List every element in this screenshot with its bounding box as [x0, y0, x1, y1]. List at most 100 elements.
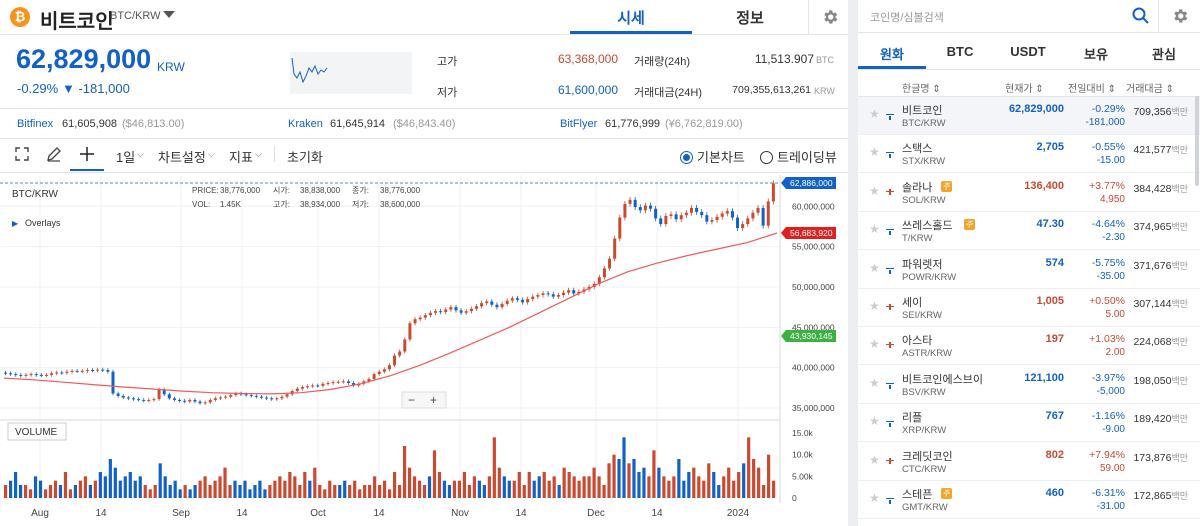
- market-row[interactable]: ★ 크레딧코인 CTC/KRW 802 +7.94% 59.00 173,876백만: [858, 443, 1200, 481]
- coin-change-rate: -5.75%: [1091, 256, 1125, 269]
- volume-bar: [727, 467, 731, 498]
- favorite-star-icon[interactable]: ★: [869, 299, 880, 313]
- settings-gear-icon[interactable]: [821, 8, 839, 26]
- interval-select[interactable]: 1일: [116, 150, 136, 165]
- scrollbar[interactable]: [1195, 96, 1199, 186]
- tab-info[interactable]: 정보: [736, 10, 764, 27]
- coin-price: 1,005: [1036, 295, 1064, 307]
- ohlc-open: 38,838,000: [300, 186, 341, 195]
- tab-quote[interactable]: 시세: [617, 10, 645, 27]
- market-row[interactable]: ★ 비트코인 BTC/KRW 62,829,000 -0.29% -181,000 709,…: [858, 97, 1200, 135]
- current-price: 62,829,000: [16, 44, 152, 74]
- trade-amount-unit: KRW: [814, 86, 835, 96]
- candle-body: [29, 374, 33, 376]
- chart-settings-menu[interactable]: 차트설정: [158, 150, 206, 165]
- favorite-star-icon[interactable]: ★: [869, 260, 880, 275]
- price-badge-bg: [781, 227, 836, 240]
- header-price[interactable]: 현재가 ⇕: [1005, 84, 1044, 95]
- favorite-star-icon[interactable]: ★: [869, 491, 880, 505]
- candle-body: [331, 382, 335, 384]
- market-row[interactable]: ★ 스택스 STX/KRW 2,705 -0.55% -15.00 421,577백만: [858, 135, 1200, 174]
- volume-bar: [353, 480, 357, 498]
- header-name[interactable]: 한글명 ⇕: [902, 84, 941, 95]
- exchange-name: BitFlyer: [560, 118, 598, 130]
- volume-bar: [772, 480, 776, 498]
- tab-usdt[interactable]: USDT: [1010, 44, 1046, 59]
- coin-change-rate: -1.16%: [1091, 410, 1125, 423]
- candle-body: [741, 224, 745, 229]
- candle-body: [316, 385, 320, 387]
- coin-dropdown-icon[interactable]: [163, 11, 175, 18]
- volume-bar: [328, 480, 332, 498]
- volume-bar: [532, 480, 536, 498]
- header-volume[interactable]: 거래대금 ⇕: [1126, 84, 1174, 95]
- market-row[interactable]: ★ 세이 SEI/KRW 1,005 +0.50% 5.00 307,144백만: [858, 289, 1200, 327]
- search-icon[interactable]: [1132, 7, 1149, 24]
- market-row[interactable]: ★ 파워렛저 POWR/KRW 574 -5.75% -35.00 371,676백만: [858, 251, 1200, 289]
- volume-bar: [702, 480, 706, 498]
- candle-body: [311, 385, 315, 387]
- favorite-star-icon[interactable]: ★: [869, 183, 880, 198]
- favorite-star-icon[interactable]: ★: [869, 452, 880, 467]
- volume-bar: [43, 489, 48, 498]
- tab-holdings[interactable]: 보유: [1084, 47, 1108, 62]
- volume-bar: [672, 476, 676, 498]
- market-row[interactable]: ★ 솔라나 주 SOL/KRW 136,400 +3.77% 4,950 384,428백만: [858, 174, 1200, 212]
- basic-chart-label: 기본차트: [697, 150, 745, 165]
- favorite-star-icon[interactable]: ★: [869, 107, 880, 121]
- market-settings-gear-icon[interactable]: [1171, 7, 1189, 25]
- candle-body: [439, 311, 443, 313]
- candle-body: [234, 393, 238, 396]
- coin-change-rate: +0.50%: [1089, 295, 1125, 307]
- candle-body: [423, 315, 427, 318]
- candle-body: [91, 370, 95, 372]
- market-row[interactable]: ★ 비트코인에스브이 BSV/KRW 121,100 -3.97% -5,000 198,0…: [858, 366, 1200, 404]
- basic-chart-radio[interactable]: 기본차트: [680, 147, 745, 166]
- coin-volume-value: 172,865: [1133, 490, 1172, 502]
- tab-favorites[interactable]: 관심: [1152, 47, 1176, 62]
- candlestick-chart[interactable]: BTC/KRW ▶ Overlays PRICE: 38,776,000 시가:…: [0, 175, 848, 526]
- candle-body: [500, 303, 504, 308]
- search-input[interactable]: 코인명/심볼검색: [870, 12, 944, 24]
- ohlc-low-label: 저가:: [352, 200, 369, 209]
- favorite-star-icon[interactable]: ★: [869, 222, 880, 237]
- exchange-name: Kraken: [288, 118, 323, 130]
- coin-name: 세이: [902, 297, 923, 309]
- indicators-menu[interactable]: 지표: [229, 150, 253, 165]
- tab-krw[interactable]: 원화: [880, 47, 904, 62]
- favorite-star-icon[interactable]: ★: [869, 414, 880, 429]
- coin-volume-value: 374,965: [1133, 221, 1172, 234]
- tab-btc[interactable]: BTC: [946, 44, 974, 59]
- volume-bar: [118, 480, 122, 498]
- market-row[interactable]: ★ 리플 XRP/KRW 767 -1.16% -9.00 189,420백만: [858, 404, 1200, 443]
- market-row[interactable]: ★ 스테픈 주 GMT/KRW 460 -6.31% -31.00 172,865백만: [858, 481, 1200, 519]
- market-row[interactable]: ★ 쓰레스홀드 주 T/KRW 47.30 -4.64% -2.30 374,965백만: [858, 212, 1200, 251]
- coin-price: 460: [1045, 487, 1064, 499]
- pencil-draw-icon[interactable]: [46, 146, 62, 162]
- crosshair-tool-button[interactable]: [70, 143, 104, 171]
- candle-body: [50, 373, 54, 375]
- header-change[interactable]: 전일대비 ⇕: [1068, 84, 1116, 95]
- volume-bar: [477, 480, 481, 498]
- market-row[interactable]: ★ 아스타 ASTR/KRW 197 +1.03% 2.00 224,068백만: [858, 327, 1200, 366]
- high-label: 고가: [437, 56, 458, 68]
- favorite-star-icon[interactable]: ★: [869, 145, 880, 160]
- candle-body: [126, 397, 130, 399]
- volume-tick-label: 15.0k: [792, 428, 814, 438]
- volume-bar: [442, 480, 447, 498]
- candle-body: [751, 212, 755, 219]
- volume-bar: [497, 467, 501, 498]
- favorite-star-icon[interactable]: ★: [869, 337, 880, 352]
- trade-amount-label: 거래대금(24H): [634, 87, 702, 99]
- candle-body: [70, 370, 74, 372]
- volume-bar: [173, 480, 177, 498]
- tradingview-radio[interactable]: 트레이딩뷰: [760, 147, 837, 166]
- favorite-star-icon[interactable]: ★: [869, 375, 880, 390]
- reset-button[interactable]: 초기화: [287, 150, 323, 165]
- volume-bar: [657, 467, 661, 498]
- fullscreen-icon[interactable]: [15, 147, 29, 161]
- mini-candle-icon: [886, 373, 894, 395]
- mini-candle-icon: [886, 334, 894, 356]
- coin-change-rate: -0.29%: [1091, 103, 1125, 115]
- coin-market: BTC/KRW: [110, 10, 161, 22]
